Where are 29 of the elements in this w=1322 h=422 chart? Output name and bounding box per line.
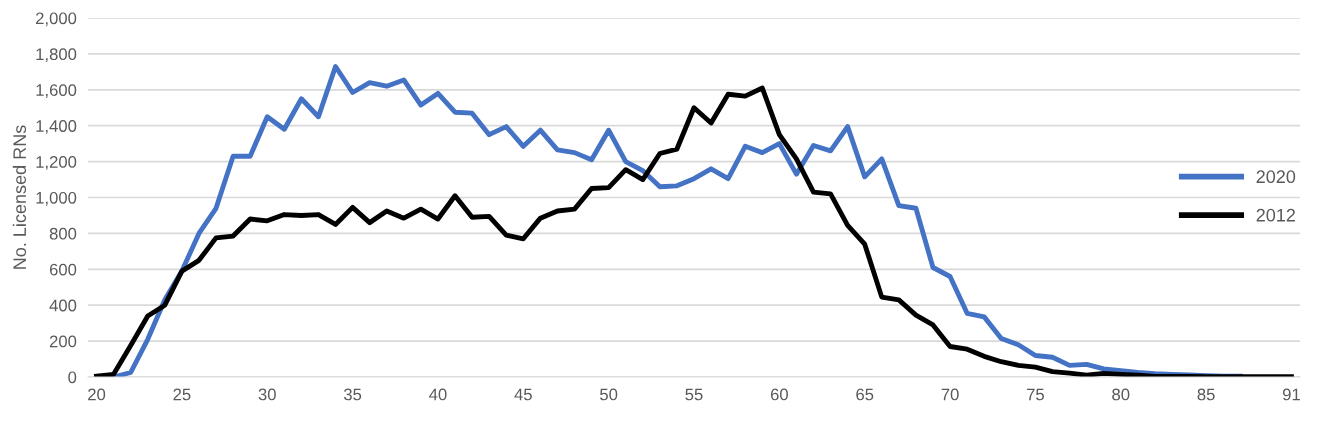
y-tick-label: 1,800 xyxy=(36,48,77,63)
x-tick-label: 55 xyxy=(685,388,703,401)
y-axis-title: No. Licensed RNs xyxy=(12,125,27,269)
x-tick-label: 80 xyxy=(1112,388,1130,401)
x-tick-label: 50 xyxy=(600,388,618,401)
x-tick-label: 85 xyxy=(1197,388,1215,401)
x-tick-label: 40 xyxy=(429,388,447,401)
x-tick-label: 20 xyxy=(88,388,106,401)
y-tick-label: 800 xyxy=(49,227,77,240)
y-tick-label: 0 xyxy=(68,371,77,384)
x-tick-label: 60 xyxy=(770,388,788,401)
y-tick-label: 1,000 xyxy=(36,191,77,206)
y-tick-label: 1,600 xyxy=(36,84,77,98)
x-tick-label: 35 xyxy=(343,388,362,401)
x-tick-label: 75 xyxy=(1026,388,1044,401)
x-tick-label: 65 xyxy=(856,388,874,401)
y-tick-label: 400 xyxy=(49,299,77,312)
x-tick-label: 30 xyxy=(258,388,276,401)
x-tick-label: 70 xyxy=(941,388,959,401)
y-tick-label: 200 xyxy=(49,335,77,348)
x-tick-label: 25 xyxy=(173,388,191,401)
legend-label: 2012 xyxy=(1256,208,1295,222)
y-tick-label: 1,200 xyxy=(36,156,77,170)
legend-label: 2020 xyxy=(1256,170,1296,184)
y-tick-label: 2,000 xyxy=(36,12,77,27)
x-tick-label: 45 xyxy=(514,388,532,401)
y-tick-label: 600 xyxy=(49,263,77,276)
y-tick-label: 1,400 xyxy=(36,120,77,134)
x-tick-label: 91 xyxy=(1282,388,1300,401)
